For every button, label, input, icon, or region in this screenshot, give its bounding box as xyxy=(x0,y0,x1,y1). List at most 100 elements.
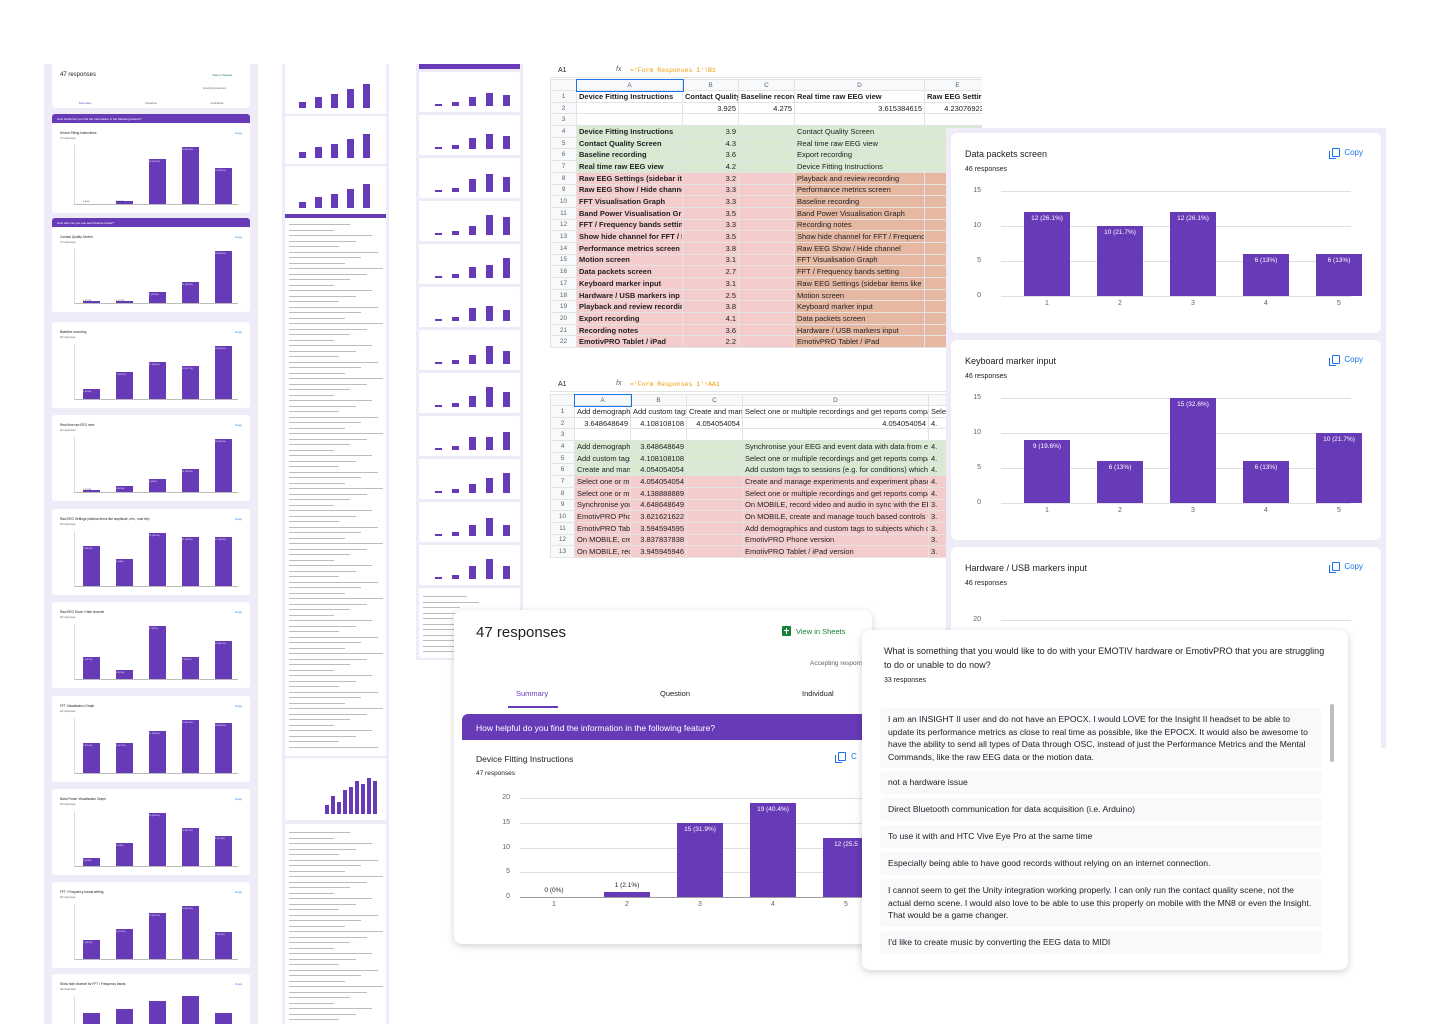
sheet-cell[interactable]: 3.6 xyxy=(682,148,739,162)
copy-button[interactable]: Copy xyxy=(234,704,242,708)
sheet-cell[interactable] xyxy=(630,428,687,442)
sheet-cell[interactable]: Select one or mu xyxy=(574,475,631,488)
sheet-cell[interactable]: 3.3 xyxy=(682,183,739,197)
sheet-cell[interactable]: 3.648648649 xyxy=(574,416,631,430)
sheet-cell[interactable]: Real time raw EEG view xyxy=(794,136,925,150)
row-header[interactable]: 16 xyxy=(550,265,577,278)
sheet-cell[interactable]: 3.945945946 xyxy=(630,545,687,558)
sheet-cell[interactable]: 4.054054054 xyxy=(630,475,687,488)
row-header[interactable]: 10 xyxy=(550,195,577,208)
copy-button[interactable]: Copy xyxy=(234,797,242,801)
sheet-cell[interactable] xyxy=(738,323,795,337)
row-header[interactable]: 12 xyxy=(550,218,577,232)
sheet-cell[interactable]: EmotivPRO Tablet / iPad version xyxy=(742,545,929,558)
sheet-cell[interactable] xyxy=(738,230,795,243)
sheet-cell[interactable]: EmotivPRO Phone version xyxy=(742,533,929,547)
sheet-cell[interactable]: 3. xyxy=(928,545,948,558)
sheet-cell[interactable]: 4.3 xyxy=(682,136,739,150)
row-header[interactable]: 8 xyxy=(550,171,577,185)
sheet-cell[interactable]: FFT / Frequency bands setting xyxy=(794,265,925,278)
tab-individual[interactable]: Individual xyxy=(210,101,224,105)
copy-button[interactable]: Copy xyxy=(234,131,242,135)
sheet-cell[interactable] xyxy=(738,160,795,173)
sheet-cell[interactable] xyxy=(686,451,743,465)
sheet-cell[interactable]: Contact Quality Screen xyxy=(794,125,925,138)
sheet-cell[interactable] xyxy=(738,148,795,162)
sheet-cell[interactable] xyxy=(686,521,743,535)
sheet-cell[interactable]: Real time raw EEG view xyxy=(794,90,925,103)
sheet-cell[interactable]: Band Power Visualisation Graph xyxy=(794,206,925,220)
sheet-cell[interactable]: 3.621621622 xyxy=(630,510,687,523)
column-header[interactable]: C xyxy=(738,79,795,91)
sheet-cell[interactable]: Raw EEG Settir xyxy=(924,90,982,103)
sheet-cell[interactable]: Create and man xyxy=(574,463,631,477)
sheet-cell[interactable]: Raw EEG Show / Hide channe xyxy=(576,183,683,197)
row-header[interactable]: 2 xyxy=(550,101,577,115)
sheet-cell[interactable] xyxy=(738,195,795,208)
tab-individual[interactable]: Individual xyxy=(802,689,834,698)
sheet-cell[interactable]: Device Fitting Instructions xyxy=(794,160,925,173)
corner-cell[interactable] xyxy=(550,79,577,91)
column-header[interactable] xyxy=(928,394,948,406)
formula-text[interactable]: ='Form Responses 1'!B1 xyxy=(630,67,716,74)
sheet-cell[interactable]: 3.8 xyxy=(682,241,739,255)
sheet-cell[interactable]: Select one or multiple recordings and ge… xyxy=(742,486,929,500)
row-header[interactable]: 15 xyxy=(550,253,577,267)
sheet-cell[interactable]: FFT Visualisation Graph xyxy=(794,253,925,267)
sheet-cell[interactable] xyxy=(686,440,743,453)
sheet-cell[interactable]: Add demographics and custom tags to subj… xyxy=(742,521,929,535)
copy-button[interactable]: Copy xyxy=(234,235,242,239)
sheet-cell[interactable]: 3.1 xyxy=(682,253,739,267)
sheet-cell[interactable]: Select one or multiple recordings and ge… xyxy=(742,405,929,418)
sheet-cell[interactable] xyxy=(738,218,795,232)
sheet-cell[interactable] xyxy=(686,498,743,512)
sheet-cell[interactable] xyxy=(738,206,795,220)
copy-chart-button[interactable]: C xyxy=(835,752,857,763)
sheet-cell[interactable]: Baseline record xyxy=(738,90,795,103)
row-header[interactable]: 9 xyxy=(550,498,575,512)
sheet-cell[interactable]: Add custom tags xyxy=(574,451,631,465)
sheet-cell[interactable]: 3.648648649 xyxy=(630,440,687,453)
cell-reference[interactable]: A1 xyxy=(558,381,567,388)
sheet-cell[interactable] xyxy=(738,277,795,290)
row-header[interactable]: 7 xyxy=(550,160,577,173)
sheet-cell[interactable]: EmotivPRO Tablet / iPad xyxy=(794,335,925,349)
sheet-cell[interactable]: FFT / Frequency bands settin xyxy=(576,218,683,232)
sheet-cell[interactable] xyxy=(576,101,683,115)
sheet-cell[interactable]: 3. xyxy=(928,510,948,523)
sheet-cell[interactable]: EmotivPRO Tabl xyxy=(574,521,631,535)
sheet-cell[interactable]: On MOBILE, create and manage touch based… xyxy=(742,510,929,523)
copy-button[interactable]: Copy xyxy=(234,890,242,894)
sheet-cell[interactable]: 4.054054054 xyxy=(742,416,929,430)
sheet-cell[interactable]: 3. xyxy=(928,533,948,547)
sheet-cell[interactable]: Select one or multiple recordings and ge… xyxy=(742,451,929,465)
sheet-cell[interactable]: Performance metrics screen xyxy=(576,241,683,255)
sheet-cell[interactable]: Data packets screen xyxy=(576,265,683,278)
sheet-cell[interactable] xyxy=(738,265,795,278)
copy-button[interactable]: Copy xyxy=(234,423,242,427)
row-header[interactable]: 19 xyxy=(550,300,577,314)
row-header[interactable]: 6 xyxy=(550,463,575,477)
sheet-cell[interactable]: 4.1 xyxy=(682,312,739,325)
copy-button[interactable]: Copy xyxy=(1329,355,1363,366)
sheet-cell[interactable] xyxy=(738,113,795,127)
row-header[interactable]: 10 xyxy=(550,510,575,523)
sheet-cell[interactable]: 3. xyxy=(928,521,948,535)
sheet-cell[interactable]: 4.054054054 xyxy=(630,463,687,477)
sheet-cell[interactable]: 3.615384615 xyxy=(794,101,925,115)
cell-reference[interactable]: A1 xyxy=(558,67,567,74)
sheet-cell[interactable]: 4.138888889 xyxy=(630,486,687,500)
row-header[interactable]: 13 xyxy=(550,230,577,243)
sheet-cell[interactable]: Add custom tags xyxy=(630,405,687,418)
sheet-cell[interactable]: 3.1 xyxy=(682,277,739,290)
sheet-cell[interactable]: 2.2 xyxy=(682,335,739,349)
sheet-cell[interactable]: 4.230769231 xyxy=(924,101,982,115)
sheet-cell[interactable]: Hardware / USB markers inp xyxy=(576,288,683,302)
sheet-cell[interactable] xyxy=(738,312,795,325)
sheet-cell[interactable]: 2.7 xyxy=(682,265,739,278)
sheet-cell[interactable]: Motion screen xyxy=(794,288,925,302)
sheet-cell[interactable]: Hardware / USB markers input xyxy=(794,323,925,337)
sheet-cell[interactable] xyxy=(924,113,982,127)
sheet-cell[interactable]: Motion screen xyxy=(576,253,683,267)
row-header[interactable]: 3 xyxy=(550,428,575,442)
